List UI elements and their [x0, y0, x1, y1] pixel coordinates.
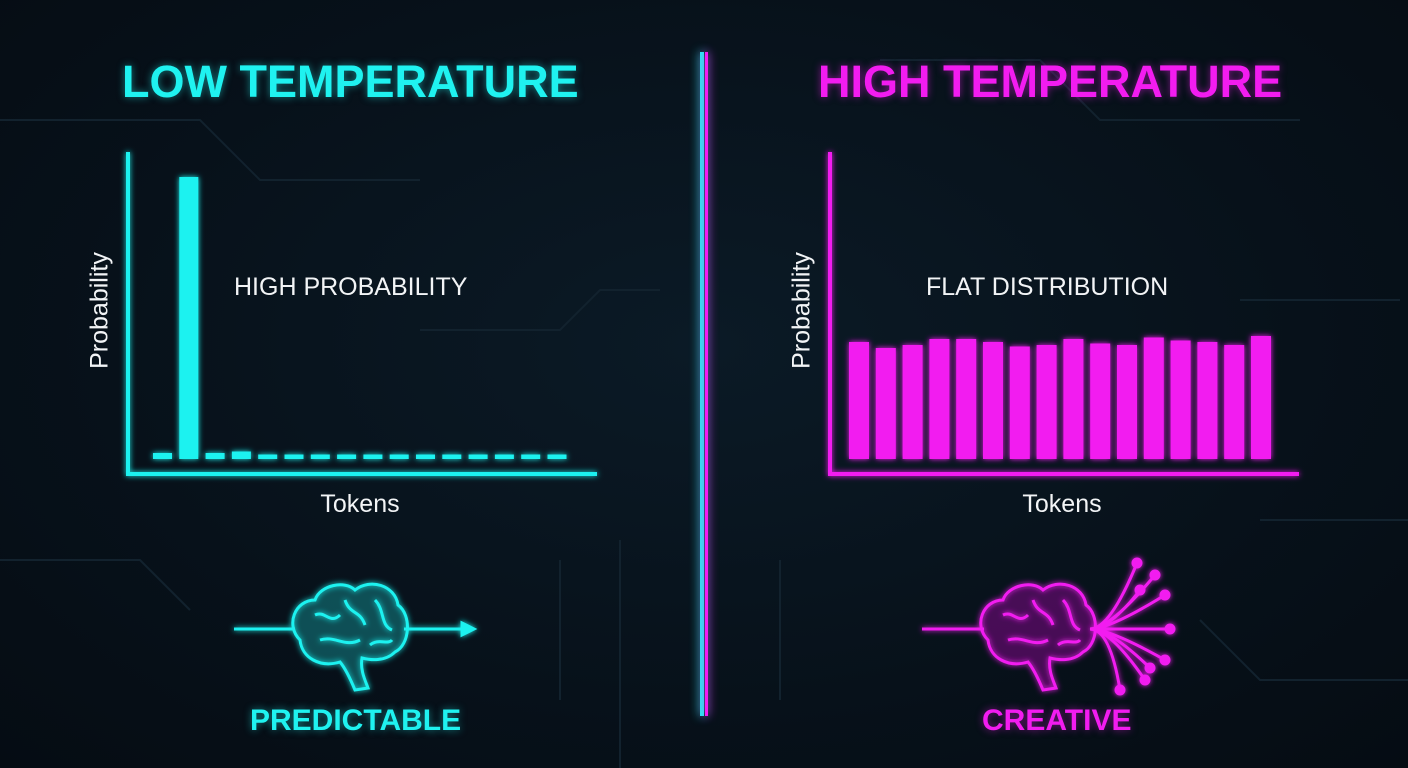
low-y-axis-label: Probability [85, 252, 114, 369]
high-temp-bar-3 [902, 345, 923, 459]
low-temp-bar-3 [205, 453, 225, 459]
branch-arrowhead-1 [1131, 557, 1143, 569]
high-temp-bar-11 [1117, 345, 1137, 459]
high-temp-bar-2 [875, 348, 896, 459]
creative-label: CREATIVE [982, 704, 1132, 737]
high-probability-annotation: HIGH PROBABILITY [234, 273, 468, 301]
high-x-axis-label: Tokens [1022, 490, 1102, 518]
low-temp-bar-9 [363, 454, 383, 459]
low-temp-bar-13 [468, 454, 488, 459]
high-temp-bar-12 [1143, 337, 1164, 459]
low-temp-bar-16 [547, 454, 567, 459]
high-temp-bar-15 [1224, 345, 1245, 459]
high-temperature-title: HIGH TEMPERATURE [818, 56, 1283, 107]
high-temp-bar-1 [849, 342, 869, 459]
branch-arrowhead-9 [1134, 584, 1146, 596]
branch-arrowhead-2 [1149, 569, 1161, 581]
brain-single-arrow-icon [234, 582, 478, 692]
branch-arrowhead-8 [1144, 662, 1156, 674]
high-temp-bar-13 [1170, 340, 1191, 459]
low-temp-bar-11 [416, 454, 435, 459]
low-temp-bar-15 [521, 454, 541, 459]
branch-arrow-9 [1089, 589, 1142, 631]
high-y-axis-label: Probability [787, 252, 816, 369]
branch-arrowhead-5 [1159, 654, 1171, 666]
predictable-label: PREDICTABLE [250, 704, 462, 737]
branch-arrowhead-4 [1164, 623, 1176, 635]
high-temp-bar-16 [1251, 336, 1271, 459]
low-temp-bar-10 [389, 454, 409, 459]
low-temp-bar-4 [231, 451, 251, 459]
low-temp-bar-1 [153, 453, 172, 459]
high-temp-bar-14 [1197, 342, 1218, 459]
center-divider [700, 52, 704, 716]
low-temp-bar-7 [310, 454, 330, 459]
flat-distribution-annotation: FLAT DISTRIBUTION [926, 273, 1169, 301]
low-x-axis-label: Tokens [320, 490, 400, 518]
high-temp-bar-4 [929, 339, 950, 459]
low-temp-bar-14 [494, 454, 514, 459]
high-temp-bar-7 [1009, 346, 1030, 459]
branch-arrow-2 [1089, 574, 1157, 631]
high-chart-axes [828, 152, 1299, 476]
branch-arrowhead-7 [1114, 684, 1126, 696]
low-temp-bar-6 [284, 454, 304, 459]
center-divider-magenta [705, 52, 708, 716]
branch-arrowhead-6 [1139, 674, 1151, 686]
low-temp-bar-12 [442, 454, 462, 459]
high-temp-bar-9 [1063, 339, 1084, 459]
high-temp-bar-8 [1036, 345, 1057, 459]
branch-arrowhead-3 [1159, 589, 1171, 601]
low-temp-bar-2 [179, 177, 199, 459]
low-chart-axes [126, 152, 597, 476]
brain-branching-arrows-icon [922, 557, 1176, 696]
high-temp-bar-6 [983, 342, 1003, 459]
low-temp-bar-5 [258, 454, 278, 459]
high-temp-bar-5 [956, 339, 977, 459]
high-temp-bar-10 [1090, 343, 1111, 459]
low-temp-bar-8 [337, 454, 357, 459]
low-temperature-title: LOW TEMPERATURE [122, 56, 579, 107]
